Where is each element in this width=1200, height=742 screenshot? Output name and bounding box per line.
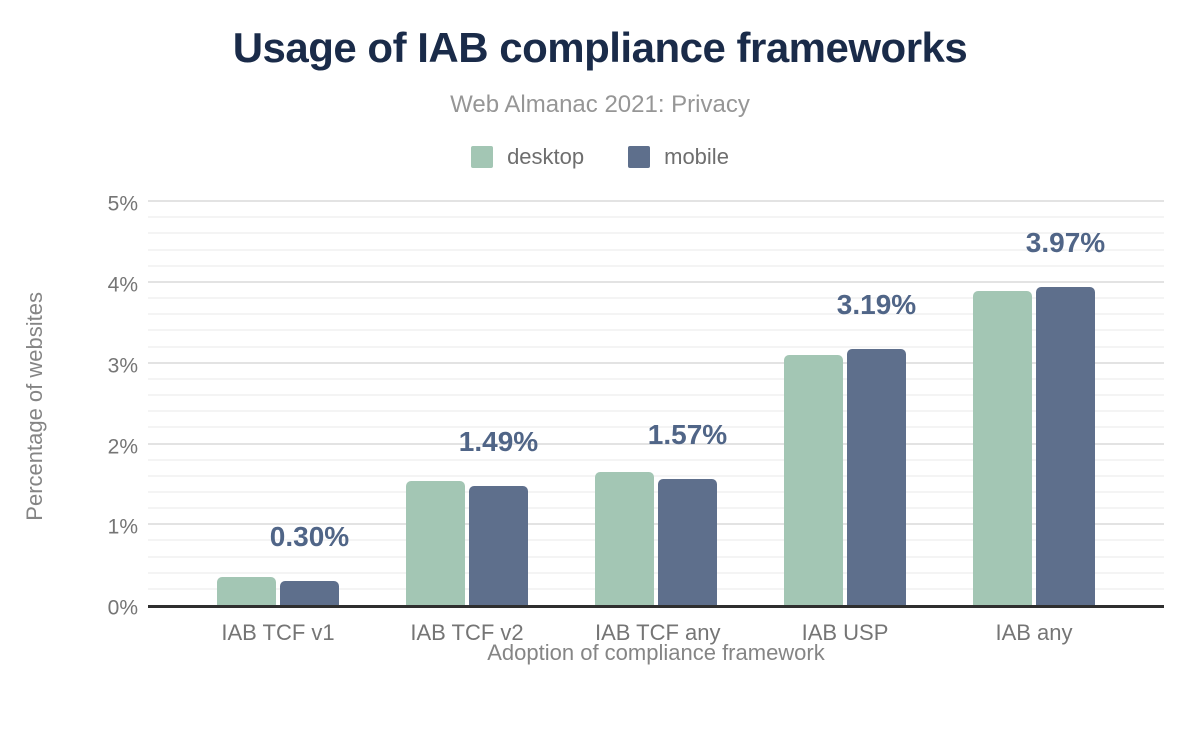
- minor-gridline: [148, 297, 1164, 300]
- legend-label-desktop: desktop: [507, 144, 585, 170]
- category-label-iab-tcf-v1: IAB TCF v1: [221, 620, 335, 646]
- y-tick-4-: 4%: [107, 273, 138, 297]
- value-label-iab-usp: 3.19%: [836, 289, 917, 321]
- minor-gridline: [148, 329, 1164, 332]
- bar-mobile-iab-tcf-v1[interactable]: 0.30%: [270, 523, 349, 606]
- category-label-iab-any: IAB any: [995, 620, 1073, 646]
- category-label-iab-tcf-any: IAB TCF any: [595, 620, 721, 646]
- bar-group-iab-tcf-v1: 0.30%: [217, 204, 349, 606]
- minor-gridline: [148, 539, 1164, 542]
- legend-swatch-mobile: [628, 146, 651, 169]
- major-gridline: [148, 361, 1164, 364]
- major-gridline: [148, 280, 1164, 283]
- minor-gridline: [148, 313, 1164, 316]
- minor-gridline: [148, 264, 1164, 267]
- minor-gridline: [148, 394, 1164, 397]
- category-label-iab-usp: IAB USP: [801, 620, 889, 646]
- major-gridline: [148, 523, 1164, 526]
- minor-gridline: [148, 458, 1164, 461]
- chart-title: Usage of IAB compliance frameworks: [232, 24, 968, 71]
- minor-gridline: [148, 248, 1164, 251]
- bar-mobile-iab-any[interactable]: 3.97%: [1026, 228, 1105, 606]
- bar-desktop-iab-any[interactable]: [973, 290, 1032, 606]
- minor-gridline: [148, 216, 1164, 219]
- bar-desktop-iab-tcf-v2[interactable]: [406, 480, 465, 606]
- bar-desktop-iab-usp[interactable]: [784, 354, 843, 606]
- chart-subtitle: Web Almanac 2021: Privacy: [450, 91, 750, 119]
- major-gridline: [148, 200, 1164, 203]
- plot-area: 0.30% 1.49% 1.57% 3.19% 3.97%: [148, 200, 1164, 609]
- legend-label-mobile: mobile: [664, 144, 729, 170]
- bar-group-iab-any: 3.97%: [973, 204, 1105, 606]
- bar-group-iab-tcf-any: 1.57%: [595, 204, 727, 606]
- y-tick-5-: 5%: [107, 192, 138, 216]
- bar-mobile-iab-tcf-v2[interactable]: 1.49%: [459, 427, 538, 606]
- value-label-iab-tcf-any: 1.57%: [647, 419, 728, 451]
- minor-gridline: [148, 507, 1164, 510]
- minor-gridline: [148, 587, 1164, 590]
- minor-gridline: [148, 555, 1164, 558]
- minor-gridline: [148, 377, 1164, 380]
- x-axis-title: Adoption of compliance framework: [487, 640, 825, 666]
- minor-gridline: [148, 232, 1164, 235]
- legend-item-desktop: desktop: [471, 144, 584, 170]
- minor-gridline: [148, 426, 1164, 429]
- y-axis-ticks: 0% 1% 2% 3% 4% 5%: [70, 194, 148, 619]
- minor-gridline: [148, 571, 1164, 574]
- minor-gridline: [148, 410, 1164, 413]
- category-label-iab-tcf-v2: IAB TCF v2: [410, 620, 524, 646]
- bars-row: 0.30% 1.49% 1.57% 3.19% 3.97%: [148, 204, 1164, 606]
- y-tick-3-: 3%: [107, 354, 138, 378]
- bar-mobile-iab-usp[interactable]: 3.19%: [837, 291, 916, 606]
- legend-swatch-desktop: [471, 146, 494, 169]
- chart-area: Percentage of websites 0% 1% 2% 3% 4% 5% 0.30…: [0, 194, 1200, 645]
- bar-group-iab-tcf-v2: 1.49%: [406, 204, 538, 606]
- minor-gridline: [148, 345, 1164, 348]
- bar-desktop-iab-tcf-v1[interactable]: [217, 577, 276, 606]
- x-axis-categories: IAB TCF v1 IAB TCF v2 IAB TCF any IAB USP IA…: [148, 620, 1164, 646]
- y-axis-title: Percentage of websites: [22, 291, 47, 521]
- y-tick-1-: 1%: [107, 515, 138, 539]
- y-tick-0-: 0%: [107, 596, 138, 620]
- minor-gridline: [148, 474, 1164, 477]
- value-label-iab-any: 3.97%: [1025, 226, 1106, 258]
- bar-mobile-iab-tcf-any[interactable]: 1.57%: [648, 421, 727, 606]
- bar-desktop-iab-tcf-any[interactable]: [595, 471, 654, 606]
- y-tick-2-: 2%: [107, 435, 138, 458]
- y-axis-title-column: Percentage of websites: [0, 204, 70, 608]
- chart-legend: desktop mobile: [0, 144, 1200, 170]
- legend-item-mobile: mobile: [628, 144, 729, 170]
- major-gridline: [148, 442, 1164, 445]
- bar-group-iab-usp: 3.19%: [784, 204, 916, 606]
- value-label-iab-tcf-v2: 1.49%: [458, 425, 539, 457]
- value-label-iab-tcf-v1: 0.30%: [269, 521, 350, 553]
- minor-gridline: [148, 490, 1164, 493]
- plot-wrapper: 0.30% 1.49% 1.57% 3.19% 3.97% IAB TCF v1 IAB …: [148, 200, 1164, 645]
